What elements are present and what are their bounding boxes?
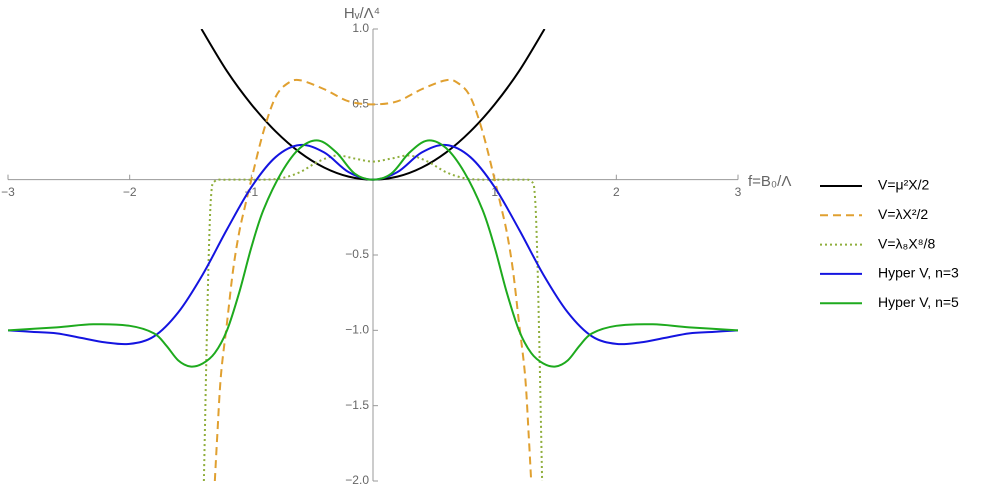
y-tick-label: −2.0 <box>345 473 369 487</box>
y-tick-label: 1.0 <box>352 21 369 35</box>
y-tick-label: −1.5 <box>345 398 369 412</box>
x-tick-label: 3 <box>735 185 742 199</box>
y-tick-label: −1.0 <box>345 323 369 337</box>
legend-label: V=μ²X/2 <box>878 177 929 193</box>
x-tick-label: 1 <box>491 185 498 199</box>
legend-label: Hyper V, n=5 <box>878 294 959 310</box>
x-tick-label: −2 <box>123 185 137 199</box>
y-axis-label: Hᵥ/Λ⁴ <box>344 5 380 22</box>
legend-label: Hyper V, n=3 <box>878 265 959 281</box>
legend-label: V=λX²/2 <box>878 206 928 222</box>
plot-area <box>8 29 738 481</box>
series-line <box>202 154 544 481</box>
x-tick-label: 2 <box>613 185 620 199</box>
x-axis-label: f=B₀/Λ <box>748 173 791 190</box>
y-tick-label: −0.5 <box>345 247 369 261</box>
legend-label: V=λ₈X⁸/8 <box>878 235 935 251</box>
x-tick-label: −3 <box>1 185 15 199</box>
series-line <box>8 139 738 368</box>
series-line <box>213 78 533 481</box>
